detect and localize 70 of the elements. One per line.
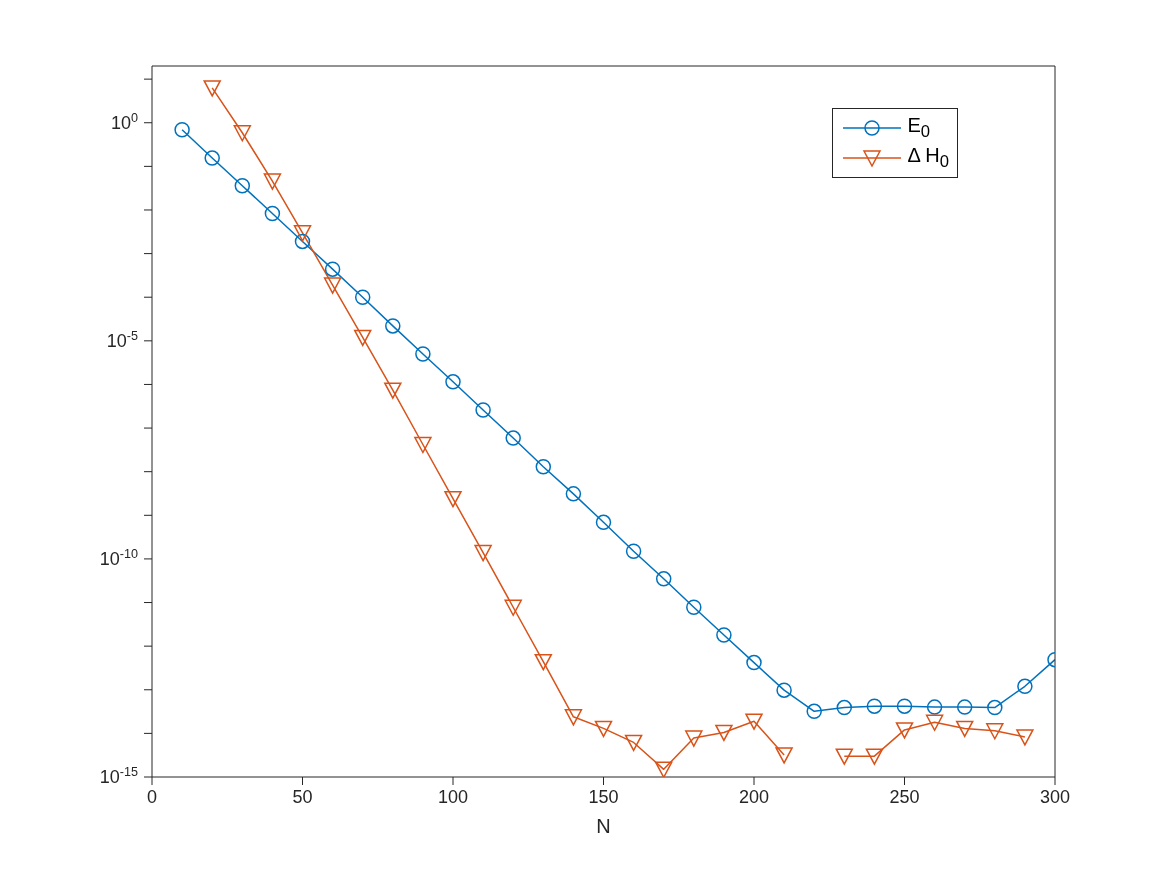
- point: [294, 233, 311, 250]
- point: [564, 709, 583, 726]
- point: [746, 654, 762, 671]
- point: [986, 722, 1004, 740]
- point: [353, 329, 372, 347]
- point: [776, 682, 792, 698]
- point: [293, 225, 312, 242]
- point: [835, 748, 854, 765]
- x-tick-label: 100: [437, 787, 469, 807]
- point: [203, 80, 221, 97]
- y-tick-label: 10$^{-15}$: [99, 765, 138, 787]
- legend-label: E$_{0}$: [907, 114, 931, 141]
- point: [475, 402, 491, 418]
- point: [384, 382, 402, 399]
- point: [1017, 678, 1033, 695]
- point: [233, 124, 252, 142]
- point: [534, 653, 553, 671]
- point: [716, 627, 732, 643]
- x-tick-label: 150: [588, 787, 619, 807]
- x-tick-label: 0: [146, 787, 158, 807]
- x-tick-label: 50: [292, 787, 313, 807]
- point: [414, 436, 432, 454]
- y-tick-label: 10$^{0}$: [110, 110, 138, 133]
- point: [865, 748, 884, 765]
- x-tick-label: 200: [738, 787, 770, 807]
- point: [174, 122, 190, 138]
- point: [385, 318, 401, 334]
- point: [655, 571, 672, 587]
- x-axis-title: N: [596, 815, 611, 837]
- point: [745, 713, 763, 730]
- point: [504, 599, 522, 616]
- point: [775, 747, 793, 764]
- point: [445, 374, 461, 390]
- point: [926, 699, 943, 715]
- point: [836, 699, 853, 716]
- point: [806, 703, 822, 720]
- point: [625, 543, 642, 559]
- point: [895, 722, 914, 739]
- point: [686, 599, 702, 615]
- point: [715, 724, 733, 742]
- point: [1016, 729, 1034, 746]
- point: [354, 289, 371, 305]
- point: [594, 720, 613, 738]
- point: [987, 699, 1003, 716]
- legend-label: Δ H$_{0}$: [907, 144, 949, 171]
- point: [505, 430, 521, 446]
- point: [956, 699, 973, 715]
- point: [415, 346, 431, 362]
- point: [595, 514, 612, 531]
- point: [204, 150, 220, 166]
- point: [565, 486, 582, 502]
- point: [234, 177, 251, 194]
- point: [264, 205, 281, 222]
- point: [624, 734, 643, 752]
- point: [535, 458, 552, 475]
- point: [685, 730, 703, 747]
- point: [323, 277, 342, 294]
- point: [866, 698, 883, 714]
- y-tick-label: 10$^{-5}$: [106, 328, 138, 351]
- point: [324, 261, 341, 277]
- point: [654, 761, 673, 777]
- point: [896, 698, 913, 714]
- y-tick-label: 10$^{-10}$: [99, 546, 138, 569]
- point: [955, 720, 974, 738]
- x-tick-label: 300: [1039, 787, 1071, 807]
- x-tick-label: 250: [889, 787, 920, 807]
- point: [444, 490, 462, 508]
- point: [263, 173, 282, 190]
- point: [474, 544, 492, 562]
- point: [925, 714, 944, 731]
